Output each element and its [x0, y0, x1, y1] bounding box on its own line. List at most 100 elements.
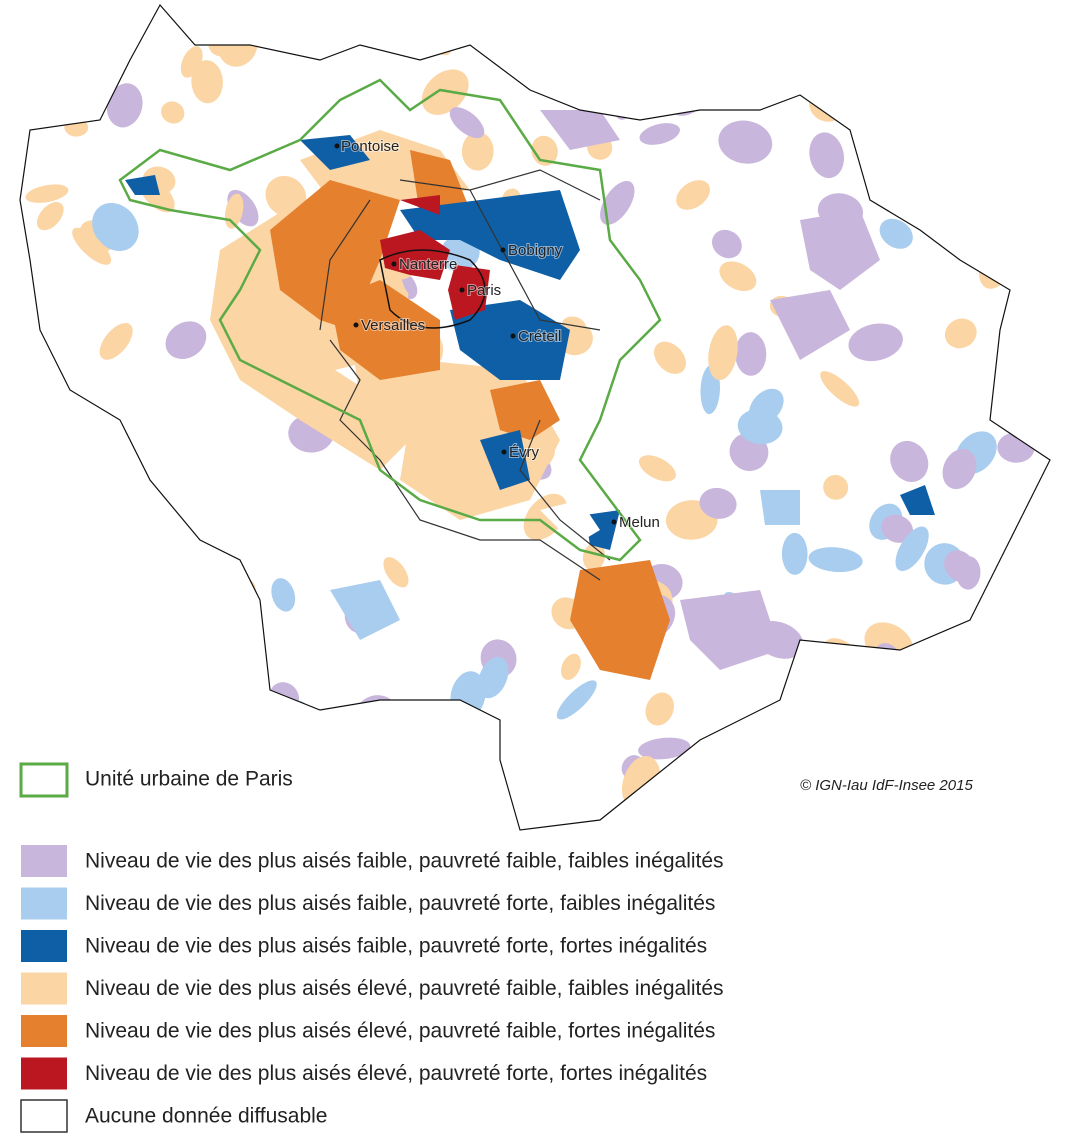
commune: [781, 532, 808, 575]
map-areas: [21, 9, 1035, 814]
commune: [848, 323, 903, 362]
city-dot: [334, 143, 340, 149]
commune: [708, 325, 738, 381]
commune: [400, 190, 580, 280]
commune: [218, 24, 258, 67]
commune: [712, 776, 753, 814]
commune: [461, 131, 494, 171]
legend-label: Niveau de vie des plus aisés faible, pau…: [85, 935, 707, 958]
commune: [477, 656, 509, 699]
commune: [449, 107, 485, 139]
commune: [125, 175, 160, 195]
city-dot: [510, 333, 516, 339]
commune: [881, 514, 914, 543]
city-dot: [501, 449, 507, 455]
commune: [99, 322, 133, 360]
commune: [718, 120, 773, 164]
credit: © IGN-Iau IdF-Insee 2015: [800, 777, 973, 794]
department-borders: [319, 169, 611, 581]
commune: [944, 318, 977, 349]
commune: [271, 578, 296, 612]
commune: [161, 101, 185, 124]
commune: [823, 474, 849, 500]
commune: [407, 18, 451, 56]
commune: [64, 118, 89, 137]
commune: [25, 184, 69, 203]
commune: [400, 195, 440, 215]
commune: [875, 98, 925, 125]
commune: [809, 83, 849, 122]
commune: [809, 132, 845, 179]
commune: [540, 500, 600, 545]
commune: [712, 229, 742, 259]
commune: [699, 487, 737, 519]
legend-label: Niveau de vie des plus aisés élevé, pauv…: [85, 977, 724, 1000]
commune: [676, 180, 710, 210]
commune: [737, 408, 783, 445]
commune: [388, 717, 425, 736]
commune: [808, 547, 863, 573]
legend-swatch: [21, 1057, 67, 1090]
commune: [300, 135, 370, 170]
commune: [997, 432, 1035, 463]
legend-label: Niveau de vie des plus aisés faible, pau…: [85, 850, 724, 873]
commune: [653, 341, 687, 374]
city-label: Paris: [467, 282, 501, 299]
commune: [383, 557, 409, 588]
legend-swatch: [20, 1099, 68, 1133]
commune: [884, 700, 930, 747]
legend-label: Niveau de vie des plus aisés élevé, pauv…: [85, 1062, 707, 1085]
legend-label: Aucune donnée diffusable: [85, 1105, 327, 1128]
legend: Niveau de vie des plus aisés faible, pau…: [20, 845, 724, 1133]
commune: [523, 493, 568, 541]
city-label: Bobigny: [508, 242, 563, 259]
commune: [898, 145, 935, 183]
commune: [948, 53, 975, 80]
commune: [487, 9, 506, 33]
commune: [808, 650, 842, 686]
commune: [669, 85, 706, 116]
commune: [92, 202, 139, 251]
commune: [890, 440, 929, 482]
commune: [380, 230, 450, 280]
legend-swatch: [21, 972, 67, 1005]
commune: [221, 576, 256, 606]
legend-swatch: [21, 887, 67, 920]
commune: [570, 560, 670, 680]
commune: [91, 605, 137, 656]
city-label: Évry: [509, 444, 540, 461]
commune: [998, 29, 1031, 70]
commune: [353, 695, 399, 740]
commune: [908, 43, 947, 80]
commune: [788, 668, 822, 700]
city-dot: [459, 287, 465, 293]
urban-unit-border: [118, 78, 662, 562]
city-dot: [391, 261, 397, 267]
city-dot: [500, 247, 506, 253]
commune: [448, 265, 490, 320]
commune: [21, 733, 59, 762]
commune: [680, 590, 780, 670]
legend-swatch: [21, 1015, 67, 1047]
commune: [36, 202, 64, 231]
commune: [24, 666, 59, 694]
commune: [770, 290, 850, 360]
commune: [952, 66, 997, 89]
commune: [480, 430, 530, 490]
commune: [330, 280, 440, 380]
commune: [165, 321, 207, 360]
commune: [267, 700, 310, 733]
commune: [735, 332, 767, 376]
commune: [68, 612, 115, 643]
commune: [760, 490, 800, 525]
commune: [330, 580, 400, 640]
commune: [418, 718, 450, 757]
commune: [556, 680, 597, 720]
legend-swatch: [21, 845, 67, 877]
city-label: Versailles: [361, 317, 425, 334]
commune: [879, 218, 913, 249]
commune: [998, 71, 1030, 88]
cities: Pontoise Bobigny Nanterre Paris Versaill…: [334, 137, 661, 532]
commune: [959, 21, 1001, 59]
commune: [600, 180, 635, 225]
